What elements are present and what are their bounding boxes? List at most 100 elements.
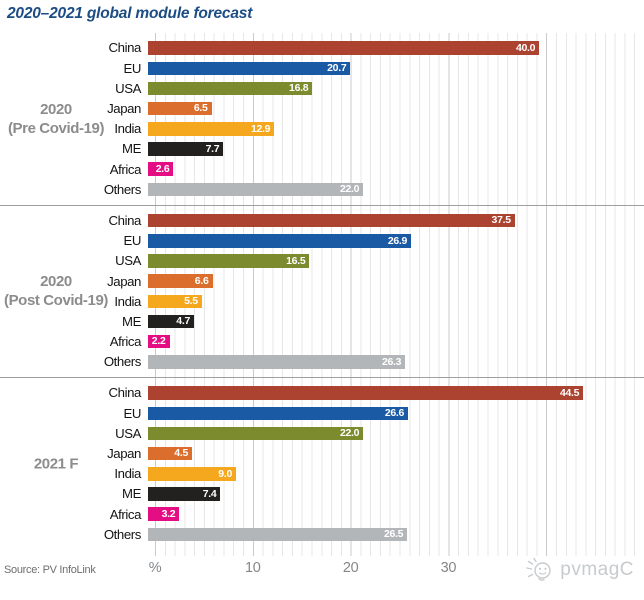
bar-value-label: 7.7: [205, 142, 220, 155]
bar-value-label: 6.6: [194, 274, 209, 287]
category-label-others: Others: [103, 181, 142, 197]
category-label-africa: Africa: [109, 506, 142, 522]
bar-row: Japan 6.6: [0, 271, 644, 291]
bar-row: USA 22.0: [0, 423, 644, 443]
bar-track: 7.7: [148, 142, 644, 156]
category-label-eu: EU: [123, 405, 141, 421]
category-label-china: China: [108, 385, 142, 401]
bar-value-label: 4.5: [174, 447, 188, 460]
bar-usa: 16.8: [148, 81, 313, 96]
bar-me: 4.7: [148, 314, 194, 329]
bar-value-label: 2.6: [155, 162, 170, 175]
bar-track: 16.5: [148, 254, 644, 268]
x-axis-tick-%: %: [148, 560, 162, 576]
bar-others: 26.5: [148, 527, 408, 542]
bar-row: EU 26.9: [0, 231, 644, 251]
bar-china: 37.5: [148, 213, 515, 228]
bar-track: 40.0: [148, 41, 644, 55]
bar-value-label: 12.9: [250, 122, 271, 135]
category-label-usa: USA: [115, 80, 141, 96]
bar-row: Others 22.0: [0, 179, 644, 199]
bar-row: USA 16.5: [0, 251, 644, 271]
group-label: 2021 F: [33, 455, 79, 473]
bar-row: Others 26.3: [0, 352, 644, 372]
bar-track: 6.5: [148, 101, 644, 116]
bar-row: ME 7.4: [0, 484, 644, 504]
bar-usa: 16.5: [148, 254, 310, 268]
bar-row: EU 26.6: [0, 403, 644, 423]
bar-track: 2.6: [148, 162, 644, 176]
bar-value-label: 26.5: [383, 528, 404, 541]
bar-row: India 5.5: [0, 291, 644, 311]
bar-japan: 6.5: [148, 101, 212, 116]
bar-track: 26.9: [148, 234, 644, 248]
category-label-eu: EU: [123, 60, 141, 76]
bar-track: 26.5: [148, 527, 644, 542]
bar-value-label: 44.5: [559, 386, 580, 399]
bar-value-label: 37.5: [491, 214, 512, 227]
bar-group-1: 2020 (Pre Covid-19) China 40.0 EU 20.7 USA 16.8…: [0, 33, 644, 205]
category-label-china: China: [108, 40, 142, 56]
watermark: pvmagC: [525, 556, 634, 584]
bar-track: 22.0: [148, 426, 644, 441]
bar-track: 16.8: [148, 81, 644, 96]
bar-track: 37.5: [148, 213, 644, 228]
pvmag-sun-logo-icon: [526, 557, 551, 581]
category-label-others: Others: [103, 354, 142, 370]
category-label-japan: Japan: [107, 446, 141, 462]
bar-value-label: 22.0: [339, 427, 360, 440]
x-axis-tick-30: 30: [440, 560, 457, 576]
bar-row: Africa 3.2: [0, 504, 644, 524]
bar-value-label: 4.7: [176, 315, 190, 328]
bar-row: ME 4.7: [0, 311, 644, 331]
category-label-japan: Japan: [107, 101, 141, 117]
category-label-others: Others: [103, 526, 142, 542]
bar-row: India 12.9: [0, 119, 644, 139]
bar-row: China 37.5: [0, 211, 644, 231]
bar-track: 6.6: [148, 274, 644, 288]
bar-value-label: 40.0: [515, 41, 536, 54]
group-label: 2020 (Pre Covid-19): [7, 100, 105, 137]
x-axis-tick-10: 10: [245, 560, 261, 576]
bar-row: ME 7.7: [0, 139, 644, 159]
category-label-eu: EU: [123, 233, 141, 249]
category-label-me: ME: [122, 141, 141, 157]
bar-row: Africa 2.6: [0, 159, 644, 179]
bar-value-label: 7.4: [202, 487, 217, 500]
bar-india: 12.9: [148, 122, 275, 136]
bar-row: China 40.0: [0, 38, 644, 58]
bar-track: 3.2: [148, 507, 644, 521]
watermark-text: pvmagC: [560, 559, 634, 580]
category-label-india: India: [114, 121, 141, 137]
bar-africa: 3.2: [148, 507, 180, 521]
category-label-china: China: [108, 212, 142, 228]
bar-india: 9.0: [148, 467, 236, 481]
bar-others: 22.0: [148, 182, 364, 197]
bar-track: 26.3: [148, 355, 644, 369]
category-label-india: India: [114, 466, 141, 482]
bar-group-3: 2021 F China 44.5 EU 26.6 USA 22.0 Japan 4.5 Indi…: [0, 377, 644, 550]
bar-row: EU 20.7: [0, 58, 644, 78]
bar-africa: 2.2: [148, 334, 170, 349]
category-label-me: ME: [122, 486, 141, 502]
gridlines: [155, 33, 644, 556]
bar-row: Africa 2.2: [0, 332, 644, 352]
plot-area: 2020 (Pre Covid-19) China 40.0 EU 20.7 USA 16.8…: [0, 33, 644, 550]
bar-india: 5.5: [148, 294, 202, 309]
bar-row: Japan 4.5: [0, 444, 644, 464]
x-axis-tick-20: 20: [342, 560, 359, 576]
bar-eu: 26.6: [148, 406, 409, 421]
bar-value-label: 22.0: [339, 183, 360, 196]
category-label-india: India: [114, 293, 141, 309]
bar-japan: 6.6: [148, 274, 213, 288]
bar-value-label: 26.9: [387, 234, 408, 247]
bar-track: 7.4: [148, 487, 644, 501]
bar-track: 26.6: [148, 406, 644, 421]
bar-track: 20.7: [148, 61, 644, 76]
bar-value-label: 6.5: [193, 102, 208, 115]
bar-china: 44.5: [148, 386, 584, 400]
bar-track: 4.7: [148, 314, 644, 329]
bar-value-label: 20.7: [327, 62, 347, 75]
bar-track: 2.2: [148, 334, 644, 349]
